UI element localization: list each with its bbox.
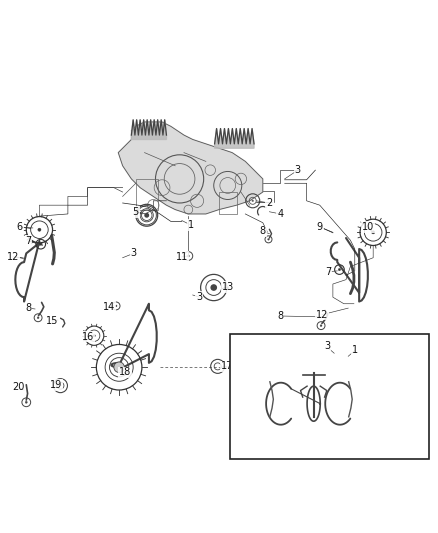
Circle shape bbox=[39, 243, 42, 245]
Text: 3: 3 bbox=[131, 248, 137, 259]
Circle shape bbox=[38, 228, 41, 231]
Circle shape bbox=[211, 285, 216, 290]
Circle shape bbox=[115, 305, 117, 307]
Text: 8: 8 bbox=[25, 303, 32, 313]
Text: 2: 2 bbox=[266, 198, 272, 208]
Text: 14: 14 bbox=[102, 302, 115, 312]
Text: 4: 4 bbox=[277, 209, 283, 219]
Text: 19: 19 bbox=[50, 379, 62, 390]
Text: 13: 13 bbox=[222, 282, 234, 292]
Text: 18: 18 bbox=[119, 367, 131, 377]
Text: 16: 16 bbox=[81, 332, 94, 342]
Circle shape bbox=[114, 362, 124, 373]
Text: 12: 12 bbox=[316, 310, 328, 320]
Bar bbox=[219, 192, 237, 214]
Text: 7: 7 bbox=[25, 236, 32, 246]
Circle shape bbox=[252, 200, 254, 201]
Polygon shape bbox=[131, 120, 166, 140]
Circle shape bbox=[145, 214, 148, 217]
Text: 8: 8 bbox=[277, 311, 283, 321]
Circle shape bbox=[145, 214, 148, 216]
Circle shape bbox=[338, 268, 341, 271]
Text: 9: 9 bbox=[317, 222, 323, 232]
Text: 3: 3 bbox=[295, 165, 301, 175]
Polygon shape bbox=[118, 122, 263, 214]
Text: 11: 11 bbox=[176, 252, 188, 262]
Circle shape bbox=[320, 325, 322, 327]
Circle shape bbox=[371, 231, 375, 234]
Circle shape bbox=[93, 335, 95, 337]
Circle shape bbox=[25, 401, 27, 403]
Text: 5: 5 bbox=[133, 207, 139, 217]
Text: 3: 3 bbox=[196, 292, 202, 302]
Circle shape bbox=[268, 238, 269, 240]
Text: 12: 12 bbox=[7, 252, 19, 262]
Bar bbox=[230, 334, 429, 459]
Text: 1: 1 bbox=[352, 345, 358, 355]
Text: 8: 8 bbox=[260, 227, 266, 237]
Polygon shape bbox=[215, 128, 254, 148]
Text: 1: 1 bbox=[187, 220, 194, 230]
Text: 3: 3 bbox=[325, 341, 331, 351]
Bar bbox=[136, 179, 158, 209]
Text: 7: 7 bbox=[325, 266, 332, 277]
Text: 6: 6 bbox=[17, 222, 23, 232]
Text: 10: 10 bbox=[362, 222, 374, 232]
Circle shape bbox=[117, 365, 122, 370]
Text: 15: 15 bbox=[46, 316, 59, 326]
Text: 17: 17 bbox=[221, 361, 233, 372]
Circle shape bbox=[187, 255, 189, 257]
Text: 20: 20 bbox=[12, 382, 25, 392]
Circle shape bbox=[37, 317, 39, 319]
